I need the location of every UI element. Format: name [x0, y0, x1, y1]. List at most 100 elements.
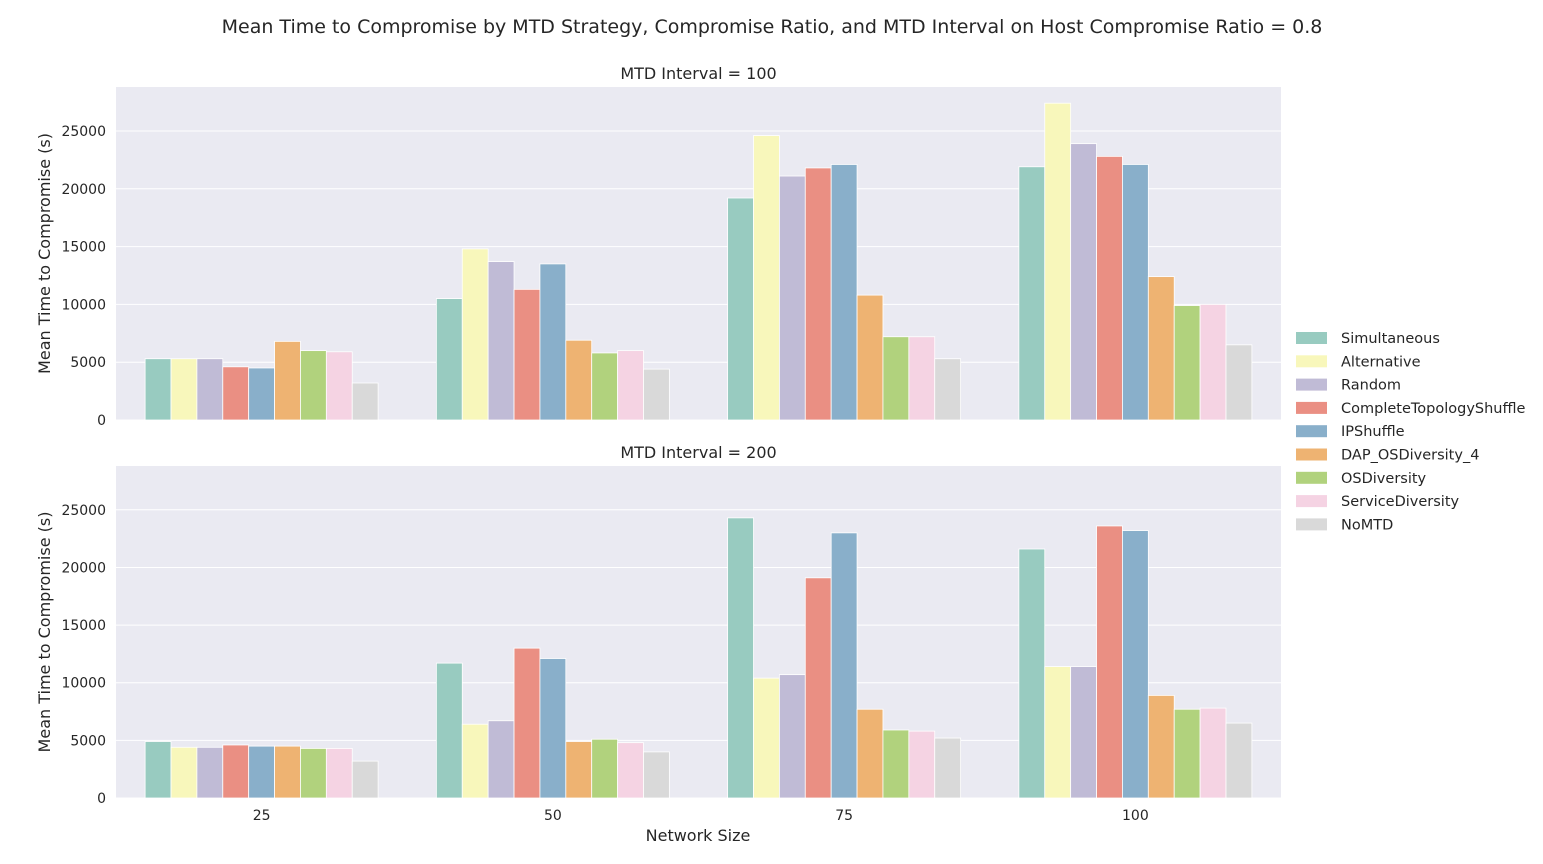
- bar-alternative-75: [753, 677, 780, 799]
- legend-label: ServiceDiversity: [1341, 494, 1460, 510]
- y-tick-label: 15000: [61, 240, 106, 256]
- bar-completetopologyshuffle-100: [1096, 155, 1123, 421]
- bar-completetopologyshuffle-75: [804, 167, 832, 421]
- bar-completetopologyshuffle-100: [1096, 525, 1123, 799]
- bar-simultaneous-75: [727, 517, 754, 799]
- bar-ipshuffle-25: [248, 745, 275, 799]
- y-tick-label: 0: [97, 791, 106, 807]
- bar-dap-osdiversity-4-100: [1147, 695, 1175, 799]
- y-tick-label: 15000: [61, 618, 106, 634]
- y-tick-label: 10000: [61, 297, 106, 313]
- legend-item: OSDiversity: [1296, 471, 1427, 487]
- bar-ipshuffle-100: [1122, 164, 1149, 421]
- bar-dap-osdiversity-4-50: [565, 339, 593, 421]
- bar-alternative-50: [461, 248, 489, 421]
- legend-swatch: [1296, 332, 1327, 344]
- bar-ipshuffle-100: [1122, 530, 1149, 799]
- bar-nomtd-100: [1225, 722, 1253, 799]
- legend-item: CompleteTopologyShuffle: [1296, 401, 1526, 417]
- bar-dap-osdiversity-4-100: [1147, 276, 1175, 421]
- figure-title: Mean Time to Compromise by MTD Strategy,…: [222, 16, 1323, 38]
- bar-servicediversity-75: [908, 730, 936, 799]
- y-axis-label: Mean Time to Compromise (s): [35, 133, 54, 374]
- bar-nomtd-75: [934, 358, 962, 421]
- bar-osdiversity-75: [882, 729, 910, 799]
- bar-alternative-25: [170, 358, 198, 421]
- x-tick-label: 50: [544, 808, 562, 824]
- bar-alternative-75: [753, 135, 780, 421]
- legend-swatch: [1296, 355, 1327, 368]
- bar-dap-osdiversity-4-75: [856, 294, 884, 421]
- bar-ipshuffle-25: [248, 367, 275, 421]
- bar-simultaneous-50: [435, 662, 463, 799]
- panel-title: MTD Interval = 200: [620, 443, 776, 462]
- x-tick-label: 25: [253, 808, 271, 824]
- bar-servicediversity-100: [1199, 707, 1227, 799]
- panel-title: MTD Interval = 100: [620, 64, 776, 83]
- bar-simultaneous-50: [435, 298, 463, 421]
- bar-dap-osdiversity-4-25: [274, 745, 301, 799]
- bar-ipshuffle-75: [830, 532, 858, 799]
- bar-ipshuffle-75: [830, 164, 858, 421]
- legend-swatch: [1296, 518, 1327, 531]
- legend-label: DAP_OSDiversity_4: [1341, 448, 1479, 464]
- bar-ipshuffle-50: [539, 658, 567, 799]
- bar-osdiversity-50: [591, 738, 618, 799]
- bar-random-100: [1070, 143, 1097, 421]
- bar-random-75: [779, 175, 806, 421]
- bar-nomtd-75: [934, 737, 962, 799]
- bar-simultaneous-75: [727, 197, 754, 421]
- bar-alternative-100: [1044, 666, 1072, 799]
- legend-item: DAP_OSDiversity_4: [1296, 448, 1479, 464]
- legend-swatch: [1296, 401, 1327, 414]
- legend-item: ServiceDiversity: [1296, 494, 1460, 510]
- legend-swatch: [1296, 448, 1327, 461]
- bar-alternative-50: [461, 723, 489, 799]
- bar-simultaneous-25: [144, 741, 172, 799]
- bar-simultaneous-100: [1018, 166, 1046, 421]
- legend-item: IPShuffle: [1296, 424, 1405, 440]
- legend-label: NoMTD: [1341, 517, 1393, 533]
- bar-random-50: [487, 261, 515, 421]
- bar-completetopologyshuffle-25: [222, 744, 250, 799]
- bar-completetopologyshuffle-25: [222, 366, 250, 421]
- bar-nomtd-100: [1225, 344, 1253, 421]
- bar-osdiversity-100: [1173, 708, 1201, 799]
- legend-item: Alternative: [1296, 354, 1421, 370]
- bar-nomtd-25: [351, 382, 379, 421]
- legend: Simultaneous Alternative Random CompleteTop…: [1296, 331, 1526, 533]
- y-tick-label: 20000: [61, 560, 106, 576]
- legend-item: Random: [1296, 378, 1401, 394]
- panel-2: 0 5000 10000 15000 20000 25000 MTD Interval = …: [35, 443, 1281, 824]
- y-tick-label: 25000: [61, 124, 106, 140]
- legend-item: NoMTD: [1296, 517, 1393, 533]
- y-axis-label: Mean Time to Compromise (s): [35, 512, 54, 753]
- bar-random-100: [1070, 666, 1097, 799]
- x-axis-label: Network Size: [646, 826, 751, 845]
- legend-label: Random: [1341, 378, 1401, 394]
- bar-nomtd-50: [643, 751, 670, 799]
- x-tick-label: 100: [1122, 808, 1149, 824]
- legend-label: CompleteTopologyShuffle: [1341, 401, 1526, 417]
- bar-dap-osdiversity-4-75: [856, 708, 884, 799]
- bar-servicediversity-75: [908, 336, 936, 421]
- legend-label: OSDiversity: [1341, 471, 1427, 487]
- bar-random-50: [487, 720, 515, 799]
- bar-simultaneous-25: [144, 358, 172, 421]
- legend-label: Alternative: [1341, 354, 1421, 370]
- y-tick-label: 5000: [70, 355, 106, 371]
- bar-random-25: [196, 746, 224, 799]
- bar-servicediversity-50: [617, 350, 644, 421]
- bar-completetopologyshuffle-50: [513, 647, 541, 799]
- legend-swatch: [1296, 495, 1327, 508]
- legend-swatch: [1296, 425, 1327, 438]
- bar-random-25: [196, 358, 224, 421]
- bar-nomtd-25: [351, 760, 379, 799]
- bar-osdiversity-25: [300, 350, 327, 421]
- bar-servicediversity-50: [617, 742, 644, 799]
- bar-osdiversity-100: [1173, 305, 1201, 421]
- y-tick-label: 10000: [61, 676, 106, 692]
- panel-1: 0 5000 10000 15000 20000 25000 MTD Interval = …: [35, 64, 1281, 429]
- legend-label: Simultaneous: [1341, 331, 1440, 347]
